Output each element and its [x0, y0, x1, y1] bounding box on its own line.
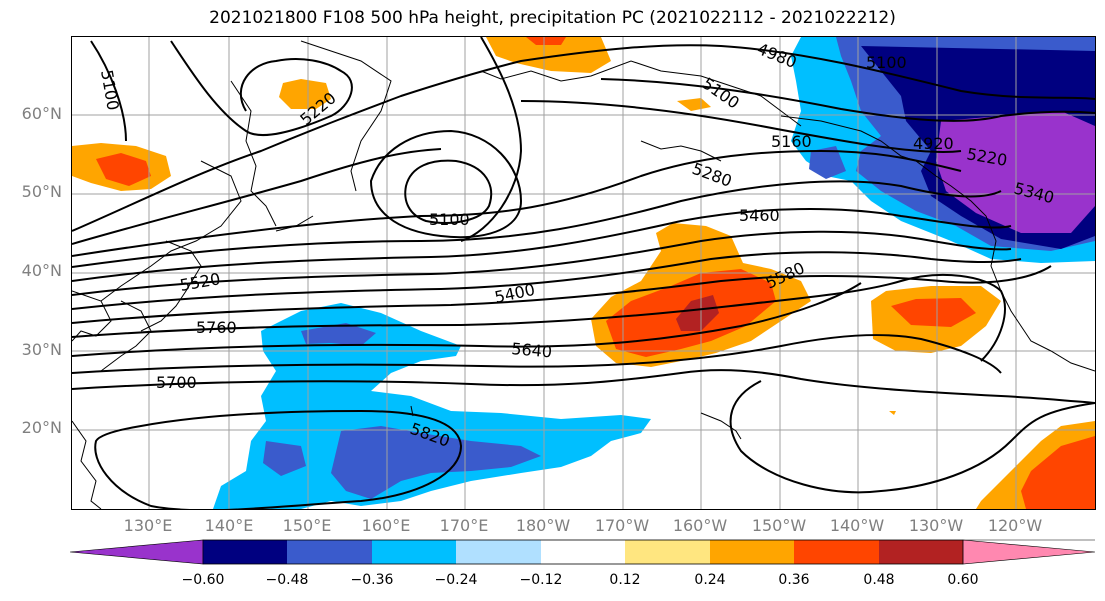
contour-label: 5100: [97, 68, 123, 111]
lon-label-130e: 130°E: [123, 516, 173, 535]
colorbar-tick: −0.60: [181, 572, 225, 588]
contour-label: 4920: [913, 134, 954, 153]
colorbar-tick: 0.12: [609, 572, 641, 588]
lat-label-20n: 20°N: [21, 418, 62, 437]
lat-label-40n: 40°N: [21, 261, 62, 280]
contour-label: 5700: [156, 373, 197, 392]
height-contours: [72, 37, 1095, 509]
lon-label-140w: 140°W: [829, 516, 885, 535]
lat-label-50n: 50°N: [21, 182, 62, 201]
lon-label-120w: 120°W: [987, 516, 1043, 535]
contour-label: 5100: [429, 210, 470, 229]
lat-label-60n: 60°N: [21, 104, 62, 123]
colorbar-tick: −0.24: [434, 572, 478, 588]
contour-label: 4980: [755, 39, 800, 72]
colorbar-tick: 0.60: [947, 572, 979, 588]
colorbar: [69, 539, 1096, 565]
lat-label-30n: 30°N: [21, 340, 62, 359]
colorbar-tick: −0.12: [519, 572, 563, 588]
colorbar-tick: −0.48: [265, 572, 309, 588]
lat-lon-grid: [72, 37, 1095, 509]
contour-label: 5160: [771, 132, 812, 151]
colorbar-tick: −0.36: [350, 572, 394, 588]
contour-label: 5100: [866, 53, 907, 72]
contour-label: 5640: [511, 339, 553, 361]
lon-label-150w: 150°W: [751, 516, 807, 535]
contour-label: 5280: [690, 159, 735, 191]
lon-label-180w: 180°W: [515, 516, 571, 535]
colorbar-tick: 0.48: [863, 572, 895, 588]
contour-labels: 5100 5100 5220 5100 4980 5100 5160 4920 …: [97, 39, 1056, 451]
lon-label-160e: 160°E: [361, 516, 411, 535]
contour-label: 5400: [493, 280, 537, 307]
lon-label-170e: 170°E: [439, 516, 489, 535]
map-title: 2021021800 F108 500 hPa height, precipit…: [209, 8, 896, 28]
contour-label: 5760: [196, 318, 237, 337]
lon-label-130w: 130°W: [908, 516, 964, 535]
contour-label: 5460: [739, 206, 780, 225]
map-panel: 5100 5100 5220 5100 4980 5100 5160 4920 …: [71, 36, 1096, 510]
lon-label-140e: 140°E: [204, 516, 254, 535]
colorbar-tick: 0.36: [778, 572, 810, 588]
coastlines: [72, 40, 1095, 509]
lon-label-170w: 170°W: [594, 516, 650, 535]
colorbar-tick: 0.24: [694, 572, 726, 588]
lon-label-160w: 160°W: [672, 516, 728, 535]
lon-label-150e: 150°E: [282, 516, 332, 535]
map-canvas: 5100 5100 5220 5100 4980 5100 5160 4920 …: [72, 37, 1095, 509]
